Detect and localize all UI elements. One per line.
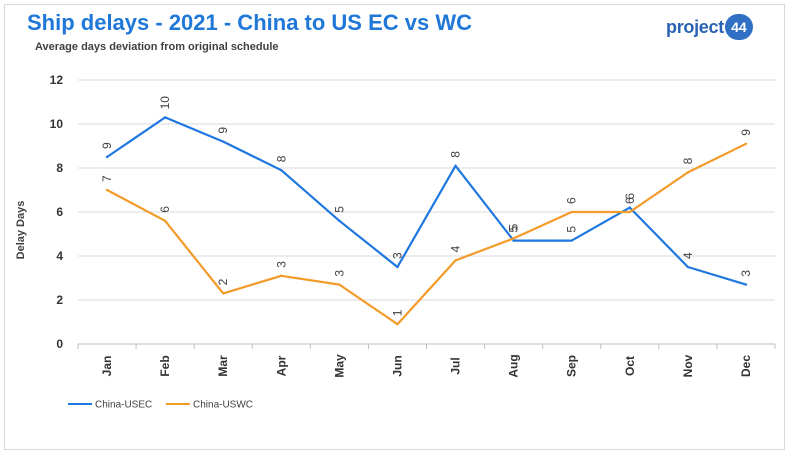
data-label: 1 (390, 309, 404, 316)
chart-title: Ship delays - 2021 - China to US EC vs W… (27, 10, 472, 35)
y-tick-label: 8 (56, 161, 63, 175)
data-point (686, 265, 690, 269)
data-label: 6 (623, 197, 637, 204)
data-point (222, 292, 225, 295)
data-label: 9 (739, 129, 753, 136)
series-line-china-uswc (106, 142, 747, 326)
y-tick-label: 0 (56, 337, 63, 351)
data-label: 3 (390, 252, 404, 259)
data-point (280, 169, 283, 172)
data-label: 4 (681, 252, 695, 259)
data-point (280, 274, 283, 277)
y-tick-label: 6 (56, 205, 63, 219)
y-axis-ticks: 0 2 4 6 8 10 12 (50, 73, 64, 351)
data-label: 8 (274, 155, 288, 162)
data-label: 6 (623, 193, 637, 200)
x-tick-label: Aug (507, 354, 521, 377)
x-tick-label: Feb (158, 355, 172, 376)
x-tick-label: Jan (100, 356, 114, 377)
project44-logo: project 44 (666, 14, 753, 40)
data-point (454, 259, 457, 262)
x-tick-label: Sep (565, 355, 579, 377)
data-point (338, 283, 341, 286)
data-label: 5 (507, 226, 521, 233)
legend-label: China-USEC (95, 400, 152, 411)
data-point (396, 323, 399, 326)
legend: China-USEC China-USWC (68, 400, 253, 411)
data-point (338, 219, 341, 222)
data-point (570, 210, 573, 214)
y-axis-label: Delay Days (15, 201, 27, 260)
x-tick-label: Nov (681, 354, 695, 377)
data-label: 8 (681, 157, 695, 164)
data-label: 7 (100, 175, 114, 182)
x-tick-label: Jul (449, 357, 463, 374)
x-tick-label: Mar (216, 355, 230, 377)
data-label: 3 (274, 261, 288, 268)
data-point (163, 219, 167, 222)
data-point (396, 265, 399, 269)
chart-subtitle: Average days deviation from original sch… (35, 41, 279, 53)
data-label: 9 (100, 142, 114, 149)
data-label: 3 (332, 270, 346, 277)
grid-lines (78, 79, 775, 345)
data-label: 8 (449, 151, 463, 158)
data-point (105, 188, 109, 192)
y-tick-label: 12 (50, 73, 64, 87)
series-line-china-usec (106, 116, 747, 286)
data-point (454, 164, 457, 167)
x-tick-label: May (332, 354, 346, 378)
data-label: 4 (449, 245, 463, 252)
x-axis-ticks: Jan Feb Mar Apr May Jun Jul Aug Sep Oct Nov Dec (77, 344, 776, 378)
data-label: 2 (216, 278, 230, 285)
data-point (744, 142, 748, 145)
data-point (512, 239, 515, 242)
data-point (686, 171, 690, 174)
data-label: 5 (565, 226, 579, 233)
series-lines (105, 116, 748, 326)
logo-badge: 44 (724, 14, 753, 40)
data-point (222, 140, 225, 143)
data-label: 6 (565, 197, 579, 204)
data-label: 5 (507, 223, 521, 230)
data-point (105, 155, 109, 159)
data-label: 9 (216, 127, 230, 134)
chart-frame (4, 4, 785, 450)
data-point (512, 237, 515, 240)
legend-label: China-USWC (193, 400, 253, 411)
data-label: 3 (739, 270, 753, 277)
data-point (570, 239, 573, 242)
data-point (628, 206, 631, 209)
data-label: 10 (158, 96, 172, 110)
x-tick-label: Oct (623, 356, 637, 376)
data-point (744, 283, 748, 286)
data-point (628, 210, 631, 214)
data-point (163, 116, 167, 119)
x-tick-label: Dec (739, 355, 753, 377)
x-tick-label: Jun (390, 355, 404, 376)
y-tick-label: 10 (50, 117, 64, 131)
logo-wordmark: project (666, 16, 724, 37)
x-tick-label: Apr (274, 355, 288, 376)
data-label: 6 (158, 206, 172, 213)
data-label: 5 (332, 206, 346, 213)
y-tick-label: 2 (56, 293, 63, 307)
y-tick-label: 4 (56, 249, 63, 263)
